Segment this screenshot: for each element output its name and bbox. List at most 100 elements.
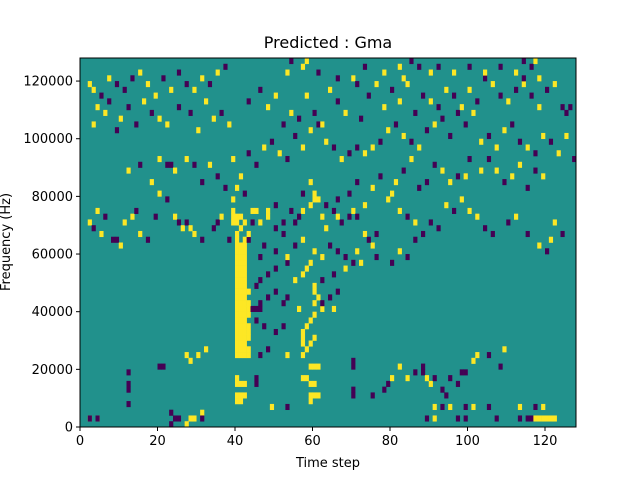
cell-low [169,161,174,168]
cell-low [521,58,526,65]
cell-high [324,138,329,145]
cell-low [258,300,263,307]
cell-high [254,207,259,214]
cell-high [231,207,236,214]
cell-high [242,254,247,261]
cell-high [316,392,321,399]
cell-low [486,132,492,140]
cell-high [184,156,189,163]
cell-high [300,352,306,359]
cell-low [525,184,530,191]
cell-high [444,202,449,209]
cell-high [246,328,251,336]
cell-low [351,357,356,364]
cell-low [285,259,290,266]
cell-high [118,115,123,122]
cell-high [266,213,271,220]
cell-low [436,63,441,70]
cell-high [308,317,313,324]
cell-high [432,403,437,411]
cell-high [235,305,240,312]
cell-high [300,375,306,382]
cell-high [242,271,247,278]
cell-low [297,115,302,122]
cell-high [157,115,162,122]
cell-high [564,132,569,140]
cell-high [479,138,484,145]
cell-low [498,63,503,70]
cell-low [374,230,379,238]
cell-high [541,132,546,140]
cell-high [242,259,247,266]
cell-low [157,363,162,370]
cell-high [304,346,309,353]
cell-high [242,392,247,399]
cell-low [320,277,325,284]
cell-high [537,415,542,422]
cell-high [390,375,395,382]
cell-low [351,259,356,266]
cell-low [273,225,278,232]
cell-low [134,121,139,128]
cell-high [246,305,251,312]
cell-high [300,340,306,347]
cell-high [293,277,298,284]
cell-high [300,236,306,243]
cell-low [545,86,550,93]
cell-low [266,294,271,301]
cell-low [405,213,410,220]
cell-high [494,144,499,151]
cell-low [413,369,418,376]
cell-high [312,392,317,399]
cell-high [211,115,216,122]
cell-low [510,121,515,128]
cell-low [506,219,511,226]
cell-low [362,63,368,70]
cell-high [238,323,244,330]
cell-low [382,386,387,393]
cell-low [293,219,298,226]
cell-high [548,236,554,243]
cell-low [250,305,255,312]
cell-high [409,156,414,163]
cell-low [486,156,492,163]
cell-high [95,207,100,214]
cell-high [238,398,244,405]
cell-low [114,127,120,134]
cell-high [215,69,220,76]
cell-low [529,92,534,99]
cell-high [320,213,325,220]
cell-low [153,213,158,220]
cell-high [308,380,313,387]
cell-high [238,294,244,301]
cell-low [545,248,550,255]
cell-low [103,213,108,220]
cell-high [238,352,244,359]
cell-low [289,207,294,214]
cell-high [145,81,151,88]
cell-low [258,305,263,312]
cell-high [328,86,333,93]
cell-low [91,225,96,232]
cell-low [347,213,352,220]
cell-high [235,277,240,284]
cell-low [266,346,271,353]
cell-low [126,104,131,111]
cell-low [200,236,205,243]
y-axis: 0 20000 40000 60000 80000 100000 120000 [23,75,80,436]
cell-low [161,363,166,370]
cell-high [514,69,519,76]
cell-high [552,415,557,422]
cell-low [312,109,317,116]
cell-high [289,109,294,116]
cell-low [424,127,430,134]
cell-low [126,386,131,393]
cell-low [95,415,100,422]
cell-high [312,380,317,387]
cell-high [238,173,244,180]
cell-high [510,173,515,180]
cell-high [238,265,244,272]
cell-high [390,190,395,197]
cell-high [246,230,251,238]
cell-high [266,207,271,214]
